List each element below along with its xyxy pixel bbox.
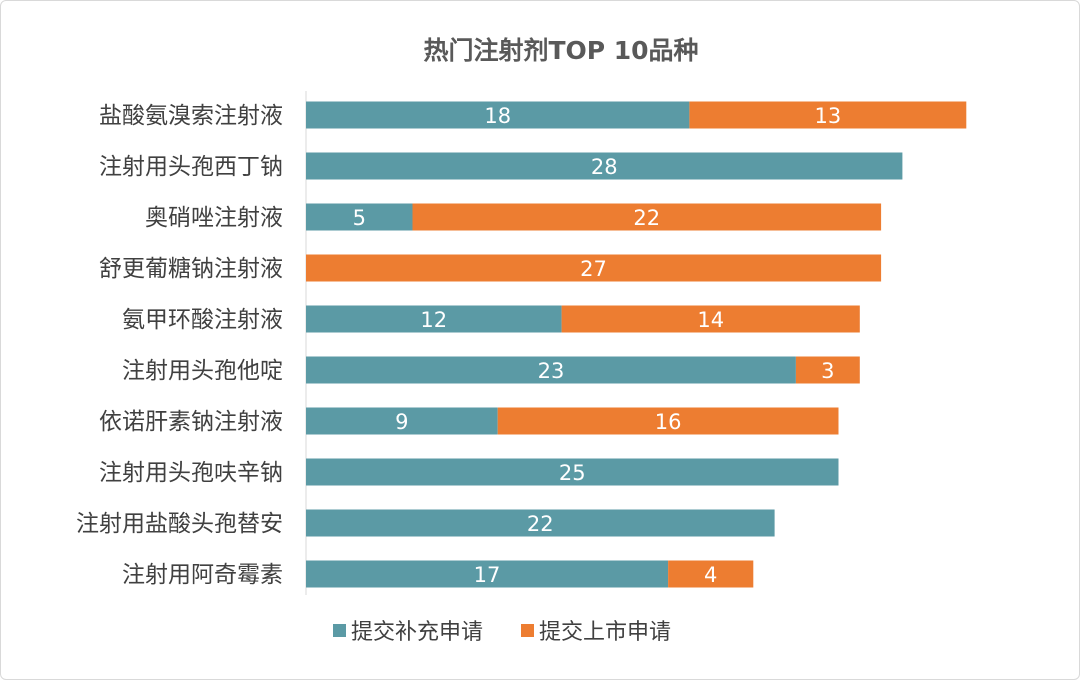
data-label: 3 <box>821 359 834 383</box>
bar-segment-2 <box>497 407 839 435</box>
legend: 提交补充申请 提交上市申请 <box>333 620 671 645</box>
data-label: 13 <box>814 104 841 128</box>
data-label: 18 <box>484 104 511 128</box>
legend-label: 提交补充申请 <box>351 620 483 645</box>
bar-segment-1 <box>306 305 562 333</box>
bar-segment-2 <box>795 356 860 384</box>
data-label: 28 <box>591 155 618 179</box>
category-label: 注射用头孢西丁钠 <box>99 154 283 180</box>
legend-swatch <box>333 624 346 637</box>
category-labels-group: 盐酸氨溴索注射液注射用头孢西丁钠奥硝唑注射液舒更葡糖钠注射液氨甲环酸注射液注射用… <box>76 103 283 588</box>
bar-segment-2 <box>306 254 882 282</box>
data-label: 25 <box>559 461 586 485</box>
bar-segment-2 <box>412 203 882 231</box>
bar-segment-2 <box>668 560 754 588</box>
category-label: 注射用盐酸头孢替安 <box>76 511 283 537</box>
data-label: 4 <box>704 563 717 587</box>
category-label: 舒更葡糖钠注射液 <box>99 256 283 282</box>
bar-segment-2 <box>689 101 967 129</box>
legend-swatch <box>521 624 534 637</box>
category-label: 注射用阿奇霉素 <box>122 562 283 588</box>
bar-segment-1 <box>306 509 775 537</box>
bar-segment-2 <box>561 305 860 333</box>
bar-segment-1 <box>306 101 690 129</box>
category-label: 奥硝唑注射液 <box>145 205 283 231</box>
category-label: 盐酸氨溴索注射液 <box>99 103 283 129</box>
data-label: 16 <box>655 410 682 434</box>
data-label: 5 <box>353 206 366 230</box>
category-label: 注射用头孢他啶 <box>122 358 283 384</box>
data-label: 27 <box>580 257 607 281</box>
data-label: 22 <box>527 512 554 536</box>
data-label: 17 <box>474 563 501 587</box>
bars-group: 18 13 28 5 22 27 12 14 23 3 9 16 25 22 17 4 <box>306 101 967 588</box>
data-label: 14 <box>697 308 724 332</box>
data-label: 12 <box>420 308 447 332</box>
chart-title: 热门注射剂TOP 10品种 <box>423 36 698 65</box>
bar-segment-1 <box>306 458 839 486</box>
bar-segment-1 <box>306 203 413 231</box>
data-label: 22 <box>633 206 660 230</box>
bar-segment-1 <box>306 152 903 180</box>
bar-segment-1 <box>306 407 498 435</box>
category-label: 氨甲环酸注射液 <box>122 307 283 333</box>
legend-label: 提交上市申请 <box>539 620 671 645</box>
category-label: 依诺肝素钠注射液 <box>99 409 283 435</box>
bar-segment-1 <box>306 356 796 384</box>
data-label: 9 <box>395 410 408 434</box>
category-label: 注射用头孢呋辛钠 <box>99 460 283 486</box>
bar-segment-1 <box>306 560 669 588</box>
data-label: 23 <box>538 359 565 383</box>
